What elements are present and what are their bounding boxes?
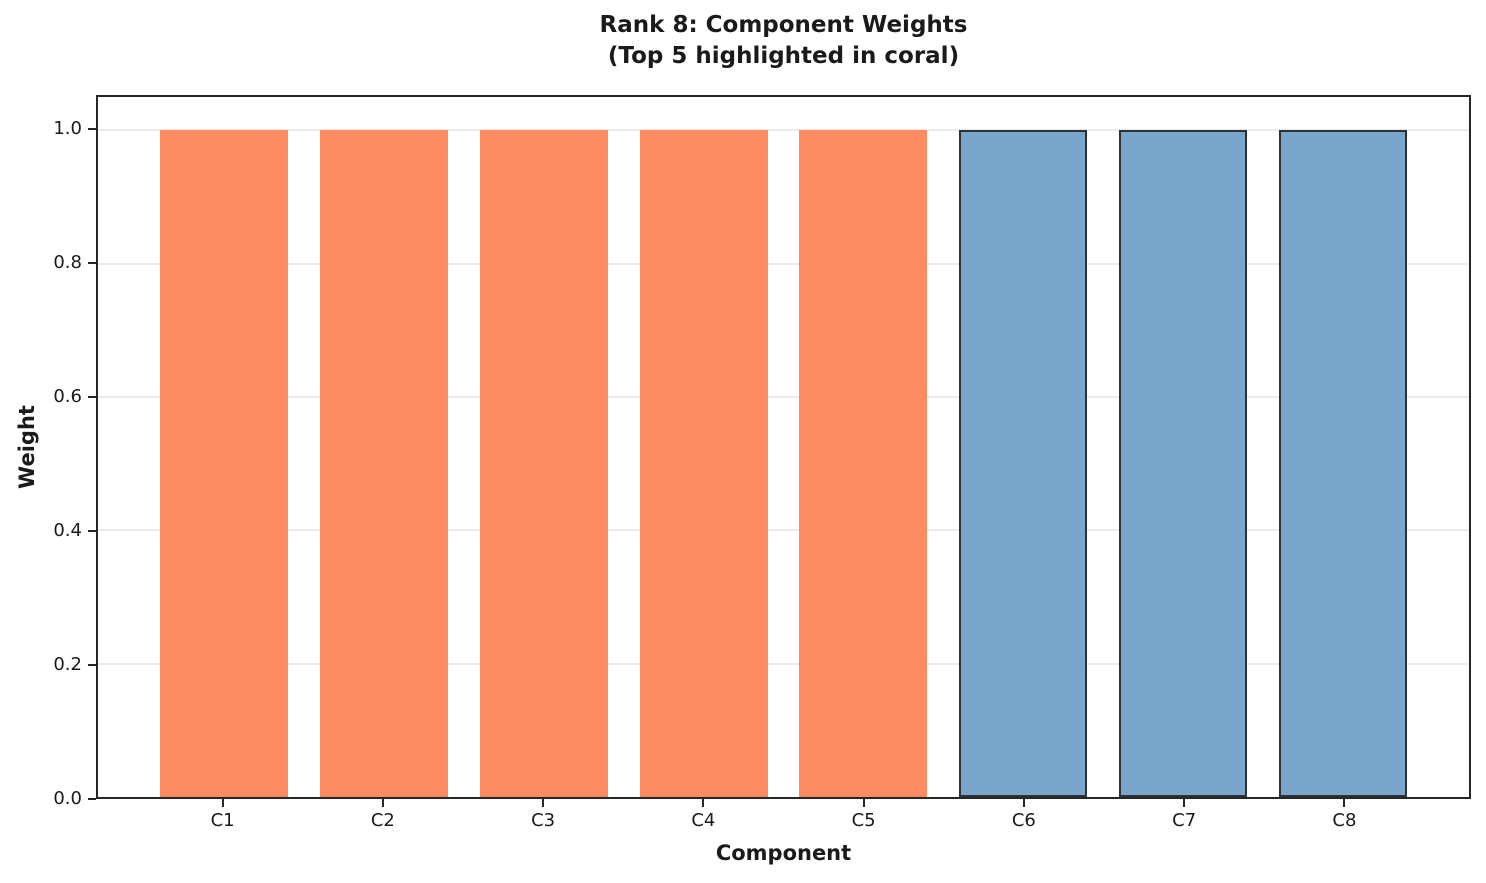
y-tick-mark bbox=[88, 395, 96, 398]
x-tick-label: C2 bbox=[370, 810, 395, 831]
bar-C7 bbox=[1119, 130, 1247, 797]
bar-C5 bbox=[799, 130, 928, 797]
y-tick-label: 0.6 bbox=[53, 385, 82, 407]
chart-title-line2: (Top 5 highlighted in coral) bbox=[607, 42, 960, 69]
y-tick-mark bbox=[88, 261, 96, 264]
y-tick-mark bbox=[88, 663, 96, 666]
bar-C3 bbox=[479, 130, 608, 797]
bar-C1 bbox=[160, 130, 289, 797]
y-tick-label: 0.4 bbox=[53, 519, 82, 541]
y-axis-ticks: 0.0 0.2 0.4 0.6 0.8 1.0 bbox=[0, 95, 82, 807]
y-gridline bbox=[98, 129, 1469, 132]
chart-title: Rank 8: Component Weights (Top 5 highlig… bbox=[96, 10, 1471, 71]
y-tick-mark bbox=[88, 127, 96, 130]
plot-area bbox=[96, 95, 1471, 799]
x-tick-mark bbox=[1343, 799, 1346, 807]
x-tick-label: C1 bbox=[210, 810, 235, 831]
x-tick-label: C8 bbox=[1332, 810, 1357, 831]
y-gridline bbox=[98, 529, 1469, 532]
x-tick-mark bbox=[221, 799, 224, 807]
y-tick-label: 0.2 bbox=[53, 653, 82, 675]
x-tick-mark bbox=[702, 799, 705, 807]
y-gridline bbox=[98, 396, 1469, 399]
y-tick-label: 0.0 bbox=[53, 788, 82, 809]
x-tick-mark bbox=[862, 799, 865, 807]
x-tick-label: C7 bbox=[1172, 810, 1197, 831]
bar-C6 bbox=[959, 130, 1088, 797]
x-tick-mark bbox=[381, 799, 384, 807]
y-tick-label: 0.8 bbox=[53, 251, 82, 273]
x-tick-mark bbox=[1183, 799, 1186, 807]
chart-title-line1: Rank 8: Component Weights bbox=[599, 12, 968, 38]
y-gridline bbox=[98, 662, 1469, 665]
x-tick-mark bbox=[1022, 799, 1025, 807]
x-tick-label: C3 bbox=[531, 810, 556, 831]
y-gridline bbox=[98, 262, 1469, 265]
x-axis-label: Component bbox=[715, 841, 852, 865]
x-tick-label: C4 bbox=[691, 810, 716, 831]
bar-C4 bbox=[639, 130, 768, 797]
y-axis-tickmarks bbox=[88, 95, 96, 800]
y-tick-mark bbox=[88, 798, 96, 800]
y-tick-label: 1.0 bbox=[53, 117, 82, 139]
y-tick-mark bbox=[88, 529, 96, 532]
bar-C8 bbox=[1278, 130, 1407, 797]
x-tick-mark bbox=[542, 799, 545, 807]
bar-C2 bbox=[320, 130, 448, 797]
x-tick-label: C5 bbox=[851, 810, 876, 831]
x-axis-ticks: C1 C2 C3 C4 C5 C6 C7 C8 bbox=[96, 799, 1471, 841]
x-tick-label: C6 bbox=[1011, 810, 1036, 831]
